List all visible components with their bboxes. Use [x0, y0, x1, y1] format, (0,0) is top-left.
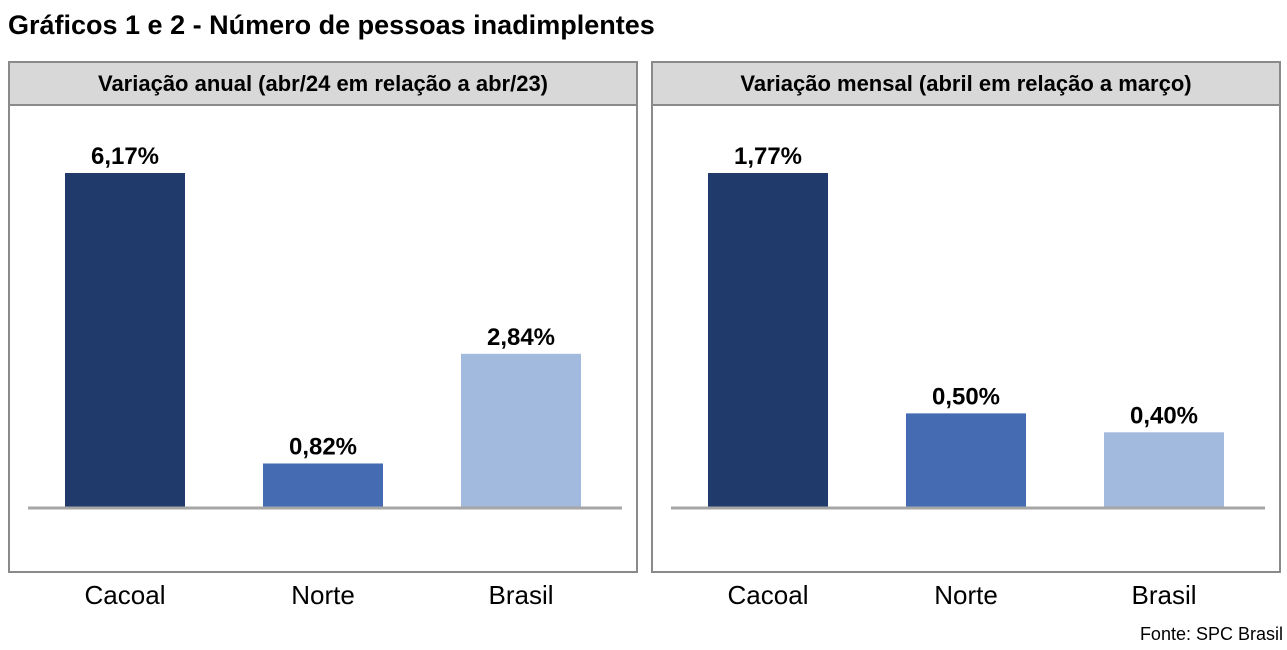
data-label-norte: 0,50% — [932, 383, 1000, 410]
bar-chart-annual: 6,17% 0,82% 2,84% — [28, 143, 622, 510]
bar-norte — [906, 413, 1026, 508]
bar-cacoal — [708, 173, 828, 508]
category-label-cacoal: Cacoal — [84, 580, 166, 610]
chart-title-annual: Variação anual (abr/24 em relação a abr/… — [10, 63, 636, 106]
category-label-brasil: Brasil — [1131, 580, 1197, 610]
bar-chart-monthly: 1,77% 0,50% 0,40% — [671, 143, 1265, 510]
data-label-cacoal: 6,17% — [91, 143, 159, 170]
data-label-brasil: 0,40% — [1130, 402, 1198, 429]
bar-norte — [263, 463, 383, 508]
bar-cacoal — [65, 173, 185, 508]
bar-brasil — [1104, 432, 1224, 508]
category-label-cacoal: Cacoal — [727, 580, 809, 610]
page-title: Gráficos 1 e 2 - Número de pessoas inadi… — [8, 10, 655, 40]
category-label-norte: Norte — [291, 580, 355, 610]
chart-panel-monthly: Variação mensal (abril em relação a març… — [651, 61, 1281, 573]
chart-panel-annual: Variação anual (abr/24 em relação a abr/… — [8, 61, 638, 573]
category-axis-annual: Cacoal Norte Brasil — [8, 580, 638, 616]
source-note: Fonte: SPC Brasil — [1139, 624, 1283, 644]
bar-brasil — [461, 353, 581, 508]
data-label-norte: 0,82% — [289, 433, 357, 460]
category-label-brasil: Brasil — [488, 580, 554, 610]
category-axis-monthly: Cacoal Norte Brasil — [651, 580, 1281, 616]
data-label-brasil: 2,84% — [487, 324, 555, 351]
category-label-norte: Norte — [934, 580, 998, 610]
chart-title-monthly: Variação mensal (abril em relação a març… — [653, 63, 1279, 106]
data-label-cacoal: 1,77% — [734, 143, 802, 170]
